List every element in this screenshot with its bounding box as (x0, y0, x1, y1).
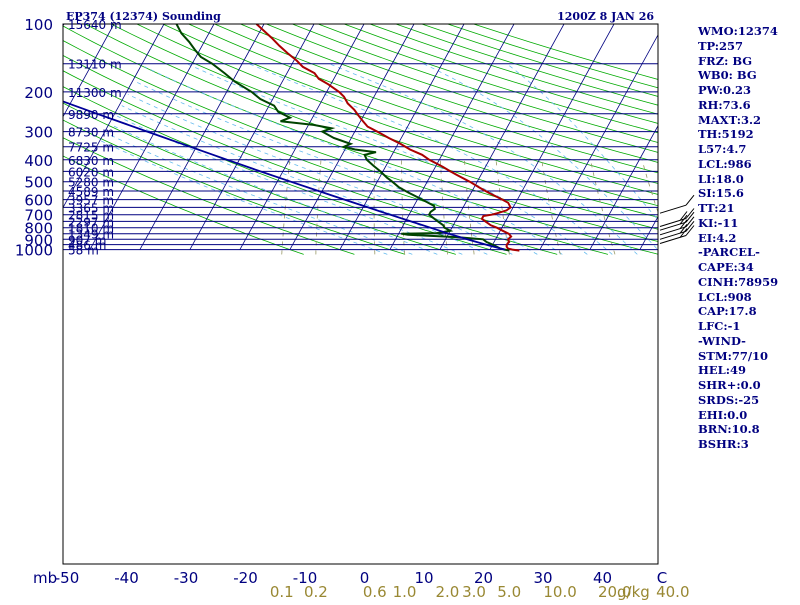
wind-barb-staff (660, 205, 686, 213)
isotherm-line (190, 24, 314, 250)
mixing-ratio-tick-label: 0.2 (304, 583, 328, 600)
mixing-ratio-tick-label: 0.1 (270, 583, 294, 600)
index-line: LI:18.0 (698, 172, 798, 187)
isotherm-line (0, 24, 14, 250)
height-label: 8730 m (68, 126, 114, 140)
mixing-ratio-tick-label: 10.0 (543, 583, 576, 600)
pressure-tick-label: 400 (24, 152, 53, 170)
wind-barb-flag (686, 195, 694, 205)
index-line: SRDS:-25 (698, 393, 798, 408)
isotherm-line (440, 24, 564, 250)
mixing-ratio-tick-label: 1.0 (393, 583, 417, 600)
index-line: BRN:10.8 (698, 422, 798, 437)
index-line: TP:257 (698, 39, 798, 54)
dry-adiabat (85, 24, 760, 254)
wind-barb (660, 195, 694, 213)
plot-frame (63, 24, 658, 564)
index-line: KI:-11 (698, 216, 798, 231)
index-line: TT:21 (698, 201, 798, 216)
mixing-ratio-unit-label: g/kg (617, 583, 650, 600)
isotherm-line (540, 24, 664, 250)
mixing-ratio-tick-label: 40.0 (656, 583, 689, 600)
temperature-tick-label: -40 (114, 569, 139, 587)
chart-title: EP374 (12374) Sounding (66, 10, 221, 23)
pressure-tick-label: 300 (24, 124, 53, 142)
pressure-tick-label: 200 (24, 84, 53, 102)
index-line: WB0: BG (698, 68, 798, 83)
index-line: PW:0.23 (698, 83, 798, 98)
index-line: LCL:908 (698, 290, 798, 305)
index-line: L57:4.7 (698, 142, 798, 157)
index-line: EHI:0.0 (698, 408, 798, 423)
temperature-tick-label: 10 (414, 569, 433, 587)
index-line: -WIND- (698, 334, 798, 349)
temperature-tick-label: -20 (233, 569, 258, 587)
index-line: STM:77/10 (698, 349, 798, 364)
index-line: FRZ: BG (698, 54, 798, 69)
height-label: 9890 m (68, 108, 114, 122)
index-line: CINH:78959 (698, 275, 798, 290)
index-line: SI:15.6 (698, 186, 798, 201)
index-line: HEL:49 (698, 363, 798, 378)
pressure-unit-label: mb (33, 569, 57, 587)
wind-barb (660, 221, 694, 239)
wind-barb-staff (660, 236, 686, 244)
mixing-ratio-tick-label: 3.0 (462, 583, 486, 600)
index-line: EI:4.2 (698, 231, 798, 246)
mixing-ratio-tick-label: 5.0 (497, 583, 521, 600)
isotherm-line (390, 24, 514, 250)
index-line: RH:73.6 (698, 98, 798, 113)
valid-time: 1200Z 8 JAN 26 (557, 10, 654, 23)
index-line: TH:5192 (698, 127, 798, 142)
dry-adiabat (111, 24, 800, 254)
index-line: SHR+:0.0 (698, 378, 798, 393)
pressure-tick-label: 500 (24, 174, 53, 192)
index-line: -PARCEL- (698, 245, 798, 260)
pressure-tick-label: 100 (24, 16, 53, 34)
height-label: 58 m (68, 244, 99, 258)
index-line: BSHR:3 (698, 437, 798, 452)
index-line: LCL:986 (698, 157, 798, 172)
index-line: CAP:17.8 (698, 304, 798, 319)
pressure-tick-label: 1000 (15, 242, 53, 260)
wind-barb-flag (686, 217, 694, 227)
index-line: LFC:-1 (698, 319, 798, 334)
index-line: CAPE:34 (698, 260, 798, 275)
height-label: 7725 m (68, 141, 114, 155)
index-line: MAXT:3.2 (698, 113, 798, 128)
isotherm-line (340, 24, 464, 250)
height-label: 11300 m (68, 86, 122, 100)
isotherm-line (240, 24, 364, 250)
temperature-tick-label: -30 (174, 569, 199, 587)
mixing-ratio-tick-label: 0.6 (363, 583, 387, 600)
index-line: WMO:12374 (698, 24, 798, 39)
mixing-ratio-tick-label: 2.0 (435, 583, 459, 600)
height-label: 13110 m (68, 58, 122, 72)
temperature-tick-label: -50 (55, 569, 80, 587)
